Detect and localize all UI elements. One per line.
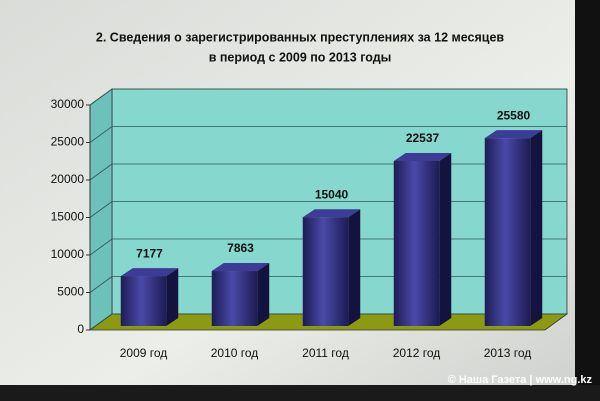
grid-line-side <box>89 163 113 181</box>
screen-edge <box>575 0 600 401</box>
grid-line-side <box>89 313 113 331</box>
chart-subtitle: в период с 2009 по 2013 годы <box>209 50 392 64</box>
bar-top <box>302 209 361 218</box>
x-tick-label: 2009 год <box>120 346 168 360</box>
bar-top <box>484 130 543 139</box>
grid-line-side <box>89 126 113 143</box>
grid-line-side <box>89 201 113 218</box>
chart-title: 2. Сведения о зарегистрированных преступ… <box>96 30 505 44</box>
bar-side <box>257 263 270 326</box>
x-tick-label: 2010 год <box>211 346 259 360</box>
value-label: 7177 <box>136 246 163 260</box>
bar <box>120 276 167 326</box>
bar-side <box>530 130 543 326</box>
bar <box>211 271 258 326</box>
y-tick-label: 25000 <box>51 135 85 149</box>
credit: © Наша Газета | www.ng.kz <box>448 374 593 386</box>
y-tick-label: 15000 <box>51 210 85 224</box>
grid-line-side <box>89 88 113 106</box>
bar-top <box>120 268 179 277</box>
x-tick-label: 2013 год <box>484 346 532 360</box>
bar-side <box>348 209 361 326</box>
x-tick-label: 2012 год <box>393 346 441 360</box>
bar-top <box>393 152 452 161</box>
bar <box>484 138 531 326</box>
value-label: 22537 <box>406 131 440 145</box>
bar-side <box>439 152 452 326</box>
grid-line-side <box>89 238 113 256</box>
bar-top <box>211 263 270 272</box>
grid-line-side <box>89 276 113 293</box>
bar <box>393 160 440 326</box>
value-label: 15040 <box>315 187 349 201</box>
y-tick-label: 30000 <box>51 97 85 111</box>
y-tick-label: 10000 <box>51 247 85 261</box>
value-label: 25580 <box>497 108 531 122</box>
y-tick-label: 5000 <box>57 285 84 299</box>
value-label: 7863 <box>227 241 254 255</box>
y-tick-label: 0 <box>77 322 84 336</box>
bar <box>302 217 349 326</box>
y-tick-label: 20000 <box>51 172 85 186</box>
footer-bg <box>0 385 600 401</box>
bar-side <box>166 268 179 326</box>
x-tick-label: 2011 год <box>302 346 349 360</box>
